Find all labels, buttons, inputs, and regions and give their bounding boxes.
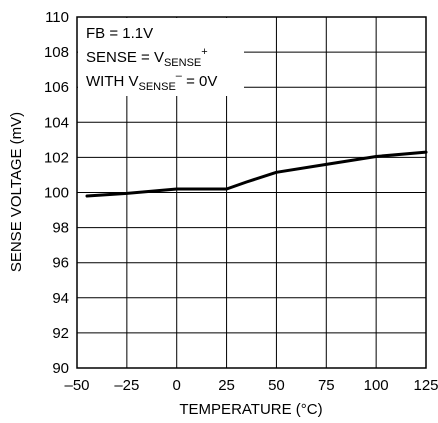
y-tick-label: 108	[44, 44, 69, 61]
y-tick-label: 96	[52, 255, 69, 272]
x-tick-label: –25	[114, 377, 139, 394]
x-tick-label: 25	[218, 377, 235, 394]
series-line	[85, 150, 428, 198]
y-tick-label: 104	[44, 114, 69, 131]
y-tick-label: 90	[52, 360, 69, 377]
annotation-fb: FB = 1.1V	[86, 25, 153, 42]
x-tick-label: 50	[268, 377, 285, 394]
annotation-with: WITH VSENSE– = 0V	[86, 70, 217, 93]
x-tick-label: 75	[318, 377, 335, 394]
x-tick-label: 100	[364, 377, 389, 394]
x-tick-labels: –50 –25 0 25 50 75 100 125	[64, 377, 438, 394]
x-tick-label: 125	[413, 377, 438, 394]
y-tick-label: 98	[52, 220, 69, 237]
y-axis-title: SENSE VOLTAGE (mV)	[8, 112, 25, 272]
y-tick-label: 110	[45, 9, 69, 26]
y-tick-label: 100	[44, 185, 69, 202]
annotation-sense: SENSE = VSENSE+	[86, 46, 208, 69]
plot-frame	[76, 16, 427, 369]
x-tick-label: –50	[64, 377, 89, 394]
annotation-background	[78, 18, 244, 96]
y-tick-label: 106	[44, 79, 69, 96]
y-tick-label: 94	[52, 290, 69, 307]
x-axis-title: TEMPERATURE (°C)	[179, 401, 322, 418]
y-tick-label: 102	[44, 149, 69, 166]
x-tick-label: 0	[173, 377, 181, 394]
y-tick-labels: 90 92 94 96 98 100 102 104 106 108 110	[44, 9, 69, 377]
y-tick-label: 92	[52, 325, 69, 342]
